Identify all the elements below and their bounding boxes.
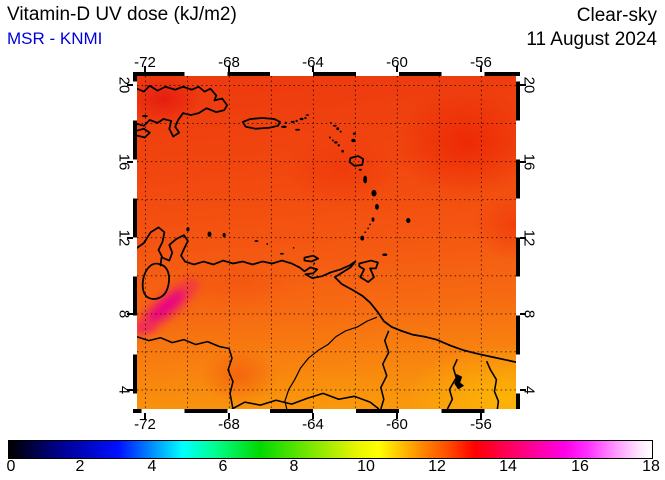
tick-mark xyxy=(520,161,526,163)
map-frame-left xyxy=(133,76,137,409)
tick-mark xyxy=(396,413,398,419)
colorbar-tick-label: 4 xyxy=(147,458,157,475)
colorbar-tick-label: 2 xyxy=(75,458,85,475)
uv-dose-field xyxy=(137,76,516,409)
lon-tick-label-bottom: -68 xyxy=(218,416,240,433)
colorbar xyxy=(8,440,653,459)
colorbar-tick-label: 12 xyxy=(428,458,446,475)
coastlines xyxy=(137,84,516,364)
tick-mark xyxy=(312,66,314,72)
tick-mark xyxy=(520,237,526,239)
tick-mark xyxy=(144,413,146,419)
border-colombia-venezuela xyxy=(137,335,234,409)
tick-mark xyxy=(228,66,230,72)
tick-mark xyxy=(127,84,133,86)
coast-south-america xyxy=(137,226,516,364)
date-label: 11 August 2024 xyxy=(526,29,657,50)
colorbar-tick-label: 14 xyxy=(499,458,517,475)
tick-mark xyxy=(127,389,133,391)
lon-tick-label-bottom: -72 xyxy=(134,416,156,433)
small-islands xyxy=(141,114,465,390)
coast-lake-maracaibo xyxy=(141,256,170,300)
tick-mark xyxy=(127,237,133,239)
coast-hispaniola xyxy=(137,84,228,138)
uv-dose-map xyxy=(133,72,520,413)
page-title: Vitamin-D UV dose (kJ/m2) xyxy=(7,4,237,25)
map-frame-top xyxy=(133,72,520,76)
river-orinoco xyxy=(284,316,378,409)
uv-hotspot-streak xyxy=(137,278,199,335)
border-suriname-east xyxy=(485,360,500,409)
tick-mark xyxy=(480,66,482,72)
tick-mark xyxy=(127,161,133,163)
map-frame-right xyxy=(516,76,520,409)
sky-condition-label: Clear-sky xyxy=(576,5,657,26)
lon-tick-label-top: -60 xyxy=(386,54,408,71)
colorbar-tick-label: 10 xyxy=(357,458,375,475)
tick-mark xyxy=(520,389,526,391)
tick-mark xyxy=(520,84,526,86)
tick-mark xyxy=(144,66,146,72)
tick-mark xyxy=(520,313,526,315)
border-brazil-north xyxy=(231,392,380,409)
lon-tick-label-bottom: -56 xyxy=(470,416,492,433)
tick-mark xyxy=(127,313,133,315)
lon-tick-label-top: -72 xyxy=(134,54,156,71)
graticule-grid xyxy=(137,76,516,409)
colorbar-tick-label: 16 xyxy=(571,458,589,475)
coast-trinidad xyxy=(358,259,379,283)
colorbar-tick-label: 8 xyxy=(289,458,299,475)
coast-puerto-rico xyxy=(241,117,281,130)
map-overlay xyxy=(137,76,516,409)
border-venezuela-guyana xyxy=(380,330,390,409)
lon-tick-label-top: -56 xyxy=(470,54,492,71)
country-borders xyxy=(137,316,500,409)
coast-margarita xyxy=(303,254,320,263)
data-source-label: MSR - KNMI xyxy=(7,29,103,48)
colorbar-tick-label: 18 xyxy=(642,458,660,475)
lon-tick-label-top: -68 xyxy=(218,54,240,71)
border-guyana-suriname xyxy=(446,358,458,409)
colorbar-tick-label: 6 xyxy=(218,458,228,475)
map-frame-bottom xyxy=(133,409,520,413)
coast-haiti-peninsula xyxy=(137,127,151,139)
tick-mark xyxy=(396,66,398,72)
tick-mark xyxy=(480,413,482,419)
coast-guadeloupe xyxy=(348,155,365,167)
header-right: Clear-sky 11 August 2024 xyxy=(526,4,657,52)
tick-mark xyxy=(312,413,314,419)
colorbar-tick-label: 0 xyxy=(6,458,16,475)
lon-tick-label-bottom: -64 xyxy=(302,416,324,433)
lon-tick-label-top: -64 xyxy=(302,54,324,71)
lon-tick-label-bottom: -60 xyxy=(386,416,408,433)
tick-mark xyxy=(228,413,230,419)
